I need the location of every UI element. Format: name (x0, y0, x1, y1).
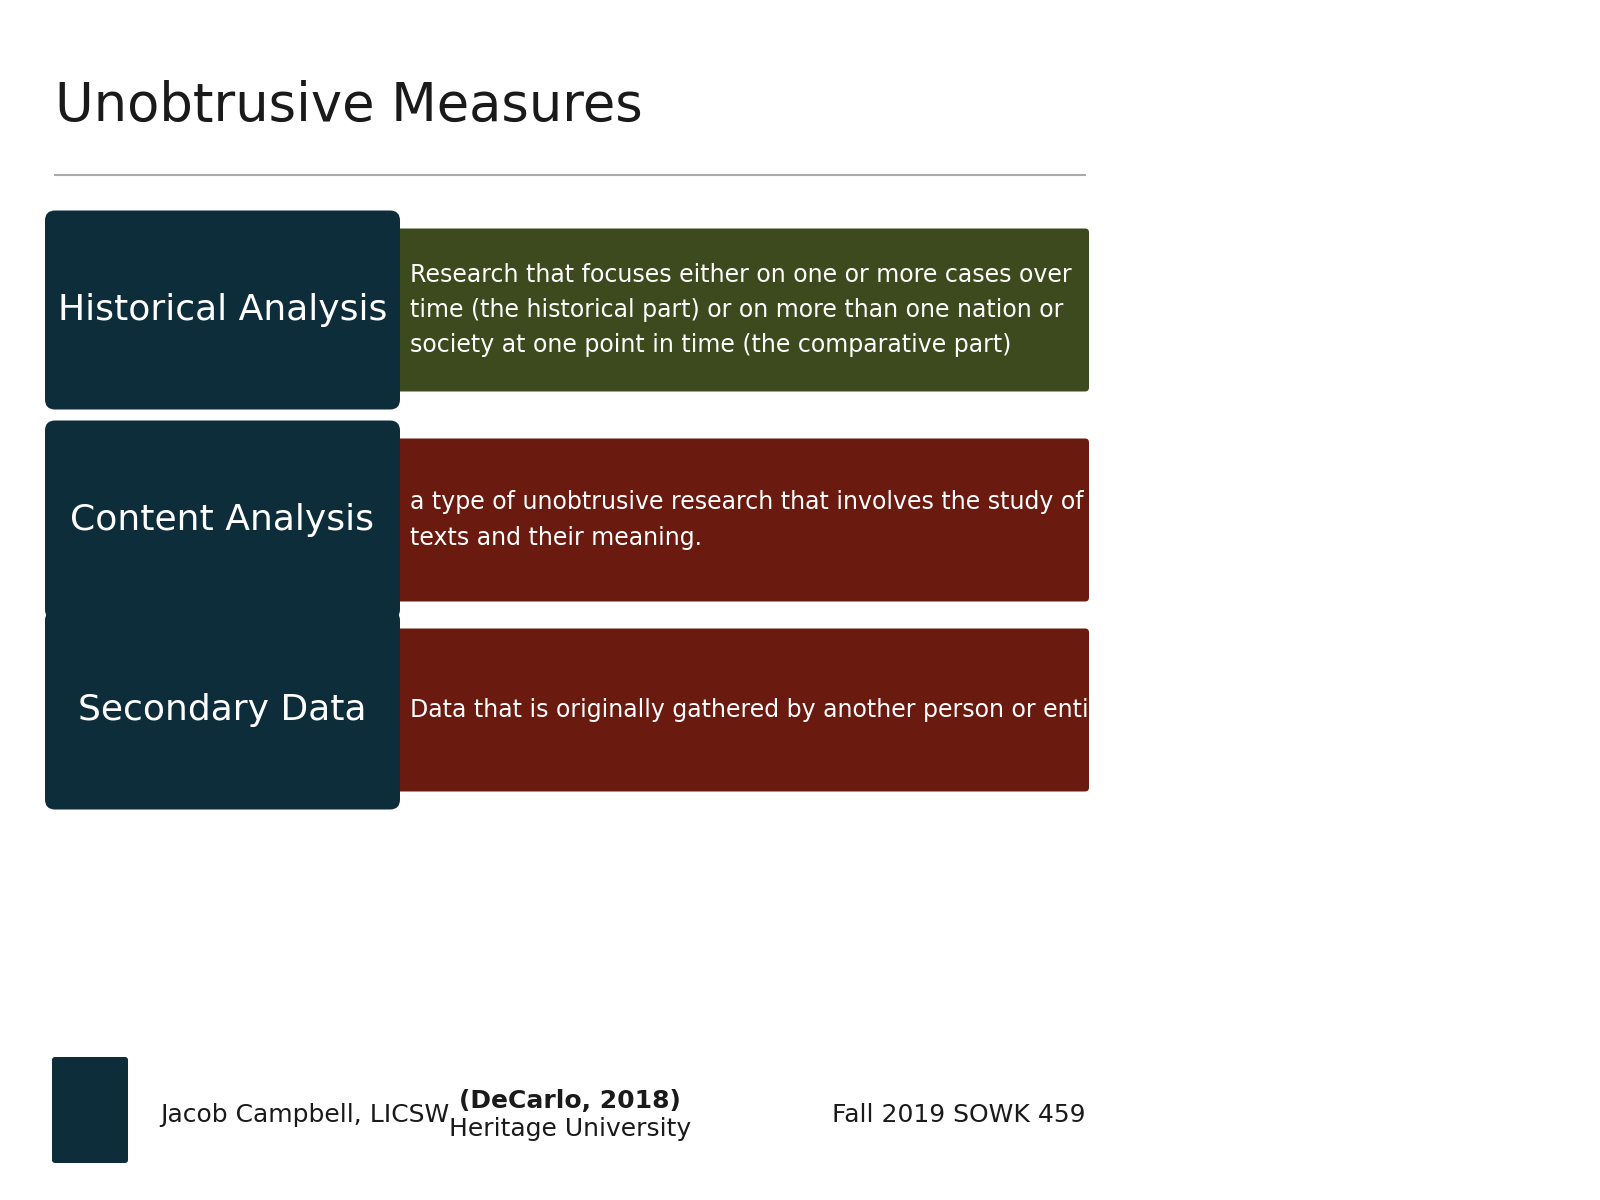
FancyBboxPatch shape (45, 420, 400, 619)
Text: (DeCarlo, 2018): (DeCarlo, 2018) (459, 1090, 682, 1114)
FancyBboxPatch shape (306, 228, 1090, 391)
FancyBboxPatch shape (58, 1068, 120, 1090)
Text: Historical Analysis: Historical Analysis (58, 293, 387, 326)
FancyBboxPatch shape (306, 629, 1090, 792)
FancyBboxPatch shape (306, 438, 1090, 601)
FancyBboxPatch shape (51, 1057, 128, 1163)
Text: Content Analysis: Content Analysis (70, 503, 374, 538)
Text: Fall 2019 SOWK 459: Fall 2019 SOWK 459 (832, 1103, 1085, 1127)
Text: Heritage University: Heritage University (450, 1117, 691, 1141)
FancyBboxPatch shape (62, 1062, 107, 1080)
Text: Secondary Data: Secondary Data (78, 692, 366, 727)
Text: a type of unobtrusive research that involves the study of
texts and their meanin: a type of unobtrusive research that invo… (410, 491, 1083, 550)
Text: Research that focuses either on one or more cases over
time (the historical part: Research that focuses either on one or m… (410, 263, 1072, 358)
Text: Unobtrusive Measures: Unobtrusive Measures (54, 80, 643, 132)
Text: Jacob Campbell, LICSW: Jacob Campbell, LICSW (160, 1103, 450, 1127)
FancyBboxPatch shape (45, 611, 400, 810)
FancyBboxPatch shape (45, 210, 400, 409)
Text: Data that is originally gathered by another person or entity.: Data that is originally gathered by anot… (410, 698, 1117, 722)
